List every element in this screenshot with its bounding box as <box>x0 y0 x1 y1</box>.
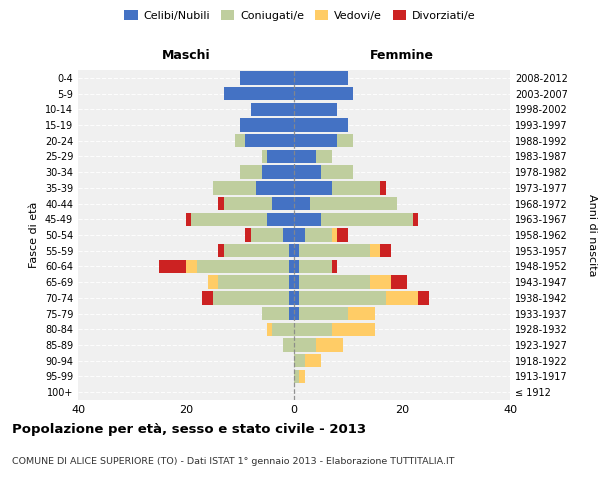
Bar <box>186 212 191 226</box>
Bar <box>262 150 267 163</box>
Text: COMUNE DI ALICE SUPERIORE (TO) - Dati ISTAT 1° gennaio 2013 - Elaborazione TUTTI: COMUNE DI ALICE SUPERIORE (TO) - Dati IS… <box>12 458 455 466</box>
Bar <box>289 244 294 258</box>
Bar <box>321 166 353 179</box>
Bar <box>224 244 289 258</box>
Bar <box>208 276 218 289</box>
Bar <box>218 276 289 289</box>
Bar <box>386 291 418 304</box>
Bar <box>299 244 370 258</box>
Bar <box>299 370 305 383</box>
Y-axis label: Fasce di età: Fasce di età <box>29 202 39 268</box>
Bar <box>332 260 337 273</box>
Bar <box>213 291 289 304</box>
Bar <box>218 197 224 210</box>
Bar <box>332 228 337 241</box>
Bar <box>294 150 316 163</box>
Bar <box>267 322 272 336</box>
Bar <box>294 87 353 100</box>
Bar <box>191 212 267 226</box>
Bar <box>294 322 332 336</box>
Bar <box>310 197 397 210</box>
Bar <box>251 228 283 241</box>
Bar <box>294 166 321 179</box>
Bar <box>337 228 348 241</box>
Bar <box>332 181 380 194</box>
Bar <box>299 276 370 289</box>
Bar <box>262 307 289 320</box>
Legend: Celibi/Nubili, Coniugati/e, Vedovi/e, Divorziati/e: Celibi/Nubili, Coniugati/e, Vedovi/e, Di… <box>120 6 480 25</box>
Bar <box>294 291 299 304</box>
Bar <box>413 212 418 226</box>
Bar <box>294 307 299 320</box>
Bar <box>240 118 294 132</box>
Bar <box>289 291 294 304</box>
Bar <box>316 338 343 351</box>
Bar <box>294 338 316 351</box>
Bar <box>294 102 337 116</box>
Bar <box>197 260 289 273</box>
Bar <box>262 166 294 179</box>
Bar <box>294 71 348 85</box>
Bar <box>186 260 197 273</box>
Bar <box>380 181 386 194</box>
Bar <box>289 276 294 289</box>
Bar <box>272 322 294 336</box>
Bar <box>294 260 299 273</box>
Bar <box>267 150 294 163</box>
Bar <box>294 370 299 383</box>
Bar <box>294 354 305 368</box>
Text: Femmine: Femmine <box>370 50 434 62</box>
Bar <box>299 291 386 304</box>
Bar <box>289 260 294 273</box>
Bar <box>213 181 256 194</box>
Bar <box>245 134 294 147</box>
Bar <box>224 87 294 100</box>
Bar <box>294 276 299 289</box>
Bar <box>272 197 294 210</box>
Bar <box>294 134 337 147</box>
Bar <box>332 322 375 336</box>
Bar <box>418 291 429 304</box>
Bar <box>321 212 413 226</box>
Bar <box>294 212 321 226</box>
Bar <box>305 354 321 368</box>
Bar <box>370 276 391 289</box>
Bar <box>235 134 245 147</box>
Bar <box>224 197 272 210</box>
Bar <box>294 197 310 210</box>
Bar <box>294 244 299 258</box>
Bar <box>299 307 348 320</box>
Bar <box>283 338 294 351</box>
Bar <box>256 181 294 194</box>
Bar <box>337 134 353 147</box>
Bar <box>283 228 294 241</box>
Bar <box>380 244 391 258</box>
Text: Maschi: Maschi <box>161 50 211 62</box>
Bar <box>289 307 294 320</box>
Bar <box>370 244 380 258</box>
Bar <box>316 150 332 163</box>
Bar <box>294 118 348 132</box>
Bar <box>240 71 294 85</box>
Bar <box>294 228 305 241</box>
Bar <box>159 260 186 273</box>
Bar <box>348 307 375 320</box>
Bar <box>245 228 251 241</box>
Bar <box>202 291 213 304</box>
Text: Popolazione per età, sesso e stato civile - 2013: Popolazione per età, sesso e stato civil… <box>12 422 366 436</box>
Bar <box>299 260 332 273</box>
Bar <box>218 244 224 258</box>
Bar <box>267 212 294 226</box>
Bar <box>305 228 332 241</box>
Y-axis label: Anni di nascita: Anni di nascita <box>587 194 597 276</box>
Bar <box>391 276 407 289</box>
Bar <box>251 102 294 116</box>
Bar <box>240 166 262 179</box>
Bar <box>294 181 332 194</box>
